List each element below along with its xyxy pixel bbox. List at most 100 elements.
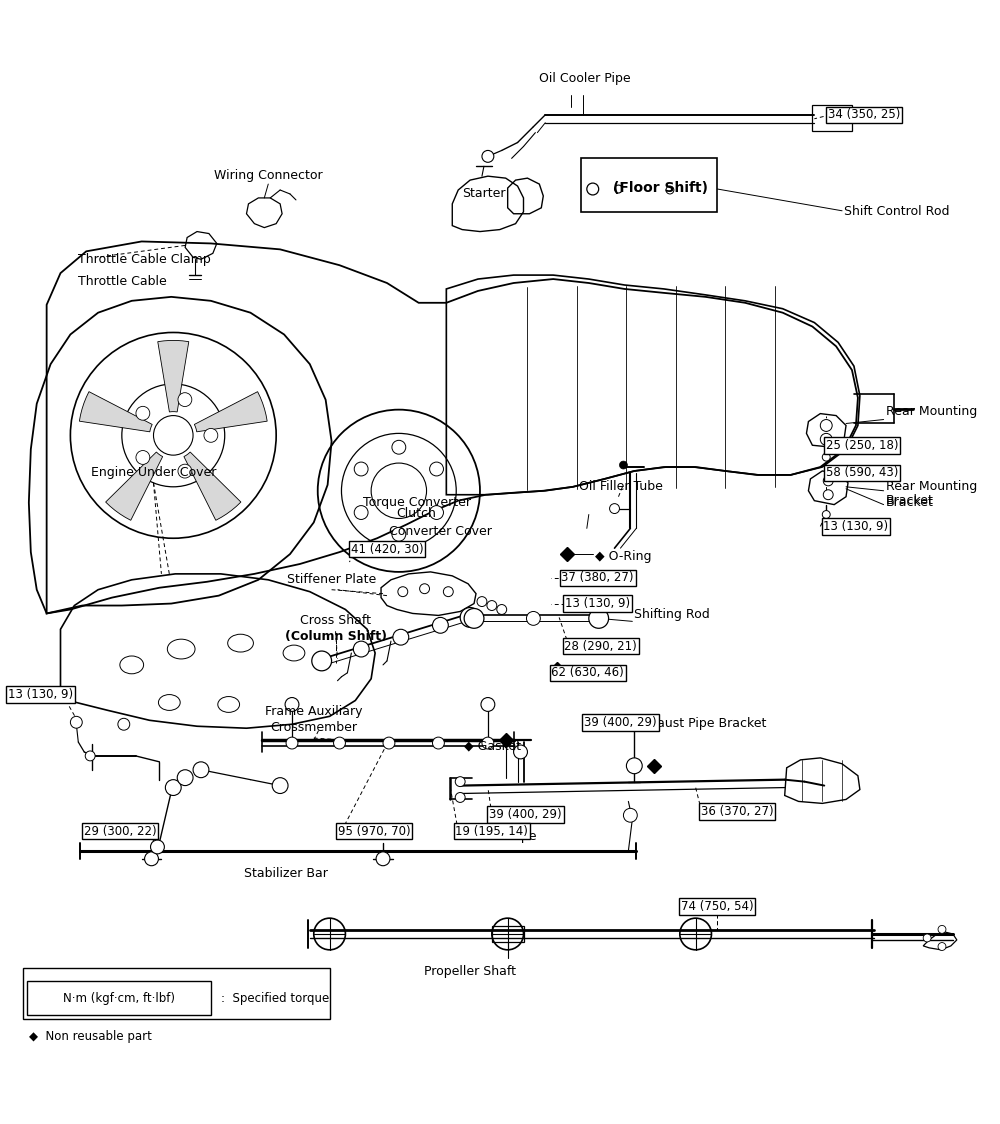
Text: 62 (630, 46): 62 (630, 46) [551,667,624,679]
Circle shape [272,778,288,794]
Text: 28 (290, 21): 28 (290, 21) [564,640,637,653]
Text: Clutch: Clutch [397,507,437,520]
Text: ◆  Non reusable part: ◆ Non reusable part [29,1031,152,1043]
Text: 39 (400, 29): 39 (400, 29) [489,808,562,821]
Bar [23,968,330,1019]
Circle shape [455,777,465,787]
Circle shape [136,451,150,464]
Text: :  Specified torque: : Specified torque [221,991,329,1005]
Circle shape [177,770,193,786]
Circle shape [312,651,332,671]
Text: Oil Cooler Pipe: Oil Cooler Pipe [539,72,631,85]
Polygon shape [79,391,152,432]
Circle shape [482,737,494,749]
Circle shape [619,461,627,469]
Circle shape [460,607,480,627]
Circle shape [145,852,158,865]
Text: Frame Auxiliary: Frame Auxiliary [265,706,363,718]
Circle shape [455,792,465,803]
Text: Crossmember: Crossmember [270,722,357,734]
Text: Cross Shaft: Cross Shaft [300,615,371,627]
Text: Shifting Rod: Shifting Rod [634,608,710,622]
Text: Starter: Starter [462,187,506,200]
Text: 25 (250, 18): 25 (250, 18) [826,438,898,452]
Circle shape [178,464,192,478]
Text: Shift Control Rod: Shift Control Rod [844,206,950,218]
Text: Engine Under Cover: Engine Under Cover [91,465,216,479]
Text: 95 (970, 70): 95 (970, 70) [338,825,410,837]
Text: 34 (350, 25): 34 (350, 25) [828,108,900,121]
Text: ◆ Gasket: ◆ Gasket [464,740,521,752]
Text: (Floor Shift): (Floor Shift) [613,181,708,196]
Circle shape [432,737,444,749]
Text: Bracket: Bracket [886,493,933,507]
Circle shape [938,943,946,951]
Circle shape [820,419,832,432]
Text: 37 (380, 27): 37 (380, 27) [561,571,634,584]
Circle shape [204,428,218,442]
Text: N·m (kgf·cm, ft·lbf): N·m (kgf·cm, ft·lbf) [63,991,175,1005]
Polygon shape [158,341,189,411]
Circle shape [514,745,527,759]
Circle shape [923,934,931,942]
Circle shape [354,506,368,519]
Circle shape [587,183,599,194]
Circle shape [178,392,192,407]
Text: Bracket: Bracket [886,496,933,508]
Circle shape [589,608,609,628]
Text: 74 (750, 54): 74 (750, 54) [681,900,754,913]
Text: Throttle Cable: Throttle Cable [78,274,167,288]
Text: Stabilizer Bar: Stabilizer Bar [244,867,328,880]
Circle shape [481,698,495,711]
Circle shape [85,751,95,761]
Text: 41 (420, 30): 41 (420, 30) [351,543,423,555]
Text: Stiffener Plate: Stiffener Plate [287,573,376,586]
Text: Rear Mounting: Rear Mounting [886,405,977,417]
Text: 13 (130, 9): 13 (130, 9) [8,688,73,701]
Text: Exhaust Pipe Bracket: Exhaust Pipe Bracket [634,717,767,731]
Circle shape [286,737,298,749]
Text: Throttle Cable Clamp: Throttle Cable Clamp [78,253,211,265]
Circle shape [610,504,619,514]
Circle shape [464,608,484,628]
Circle shape [193,762,209,778]
Circle shape [820,434,832,445]
Circle shape [70,716,82,728]
Bar [812,105,852,130]
Circle shape [151,840,164,854]
Polygon shape [194,391,267,432]
Text: (Column Shift): (Column Shift) [285,631,387,643]
Circle shape [822,453,830,461]
Text: Rear Mounting: Rear Mounting [886,480,977,492]
Circle shape [383,737,395,749]
Circle shape [626,758,642,773]
Circle shape [432,617,448,633]
Circle shape [822,520,830,528]
Circle shape [938,925,946,933]
Bar [492,926,524,942]
Circle shape [354,462,368,475]
Text: Converter Cover: Converter Cover [389,525,492,538]
Polygon shape [184,452,241,520]
Text: 29 (300, 22): 29 (300, 22) [84,825,156,837]
Bar [27,981,211,1015]
Circle shape [285,698,299,711]
Bar [581,158,717,211]
Circle shape [430,506,443,519]
Circle shape [392,441,406,454]
Circle shape [393,629,409,645]
Circle shape [165,780,181,796]
Circle shape [376,852,390,865]
Text: 36 (370, 27): 36 (370, 27) [701,805,774,818]
Circle shape [430,462,443,475]
Circle shape [136,407,150,420]
Text: Exhaust Pipe: Exhaust Pipe [456,830,536,843]
Text: Wiring Connector: Wiring Connector [214,169,323,182]
Text: 13 (130, 9): 13 (130, 9) [823,520,888,533]
Circle shape [526,611,540,625]
Text: Torque Converter: Torque Converter [363,496,471,508]
Circle shape [118,718,130,731]
Text: Propeller Shaft: Propeller Shaft [424,964,516,978]
Circle shape [334,737,345,749]
Text: Oil Filler Tube: Oil Filler Tube [579,480,662,492]
